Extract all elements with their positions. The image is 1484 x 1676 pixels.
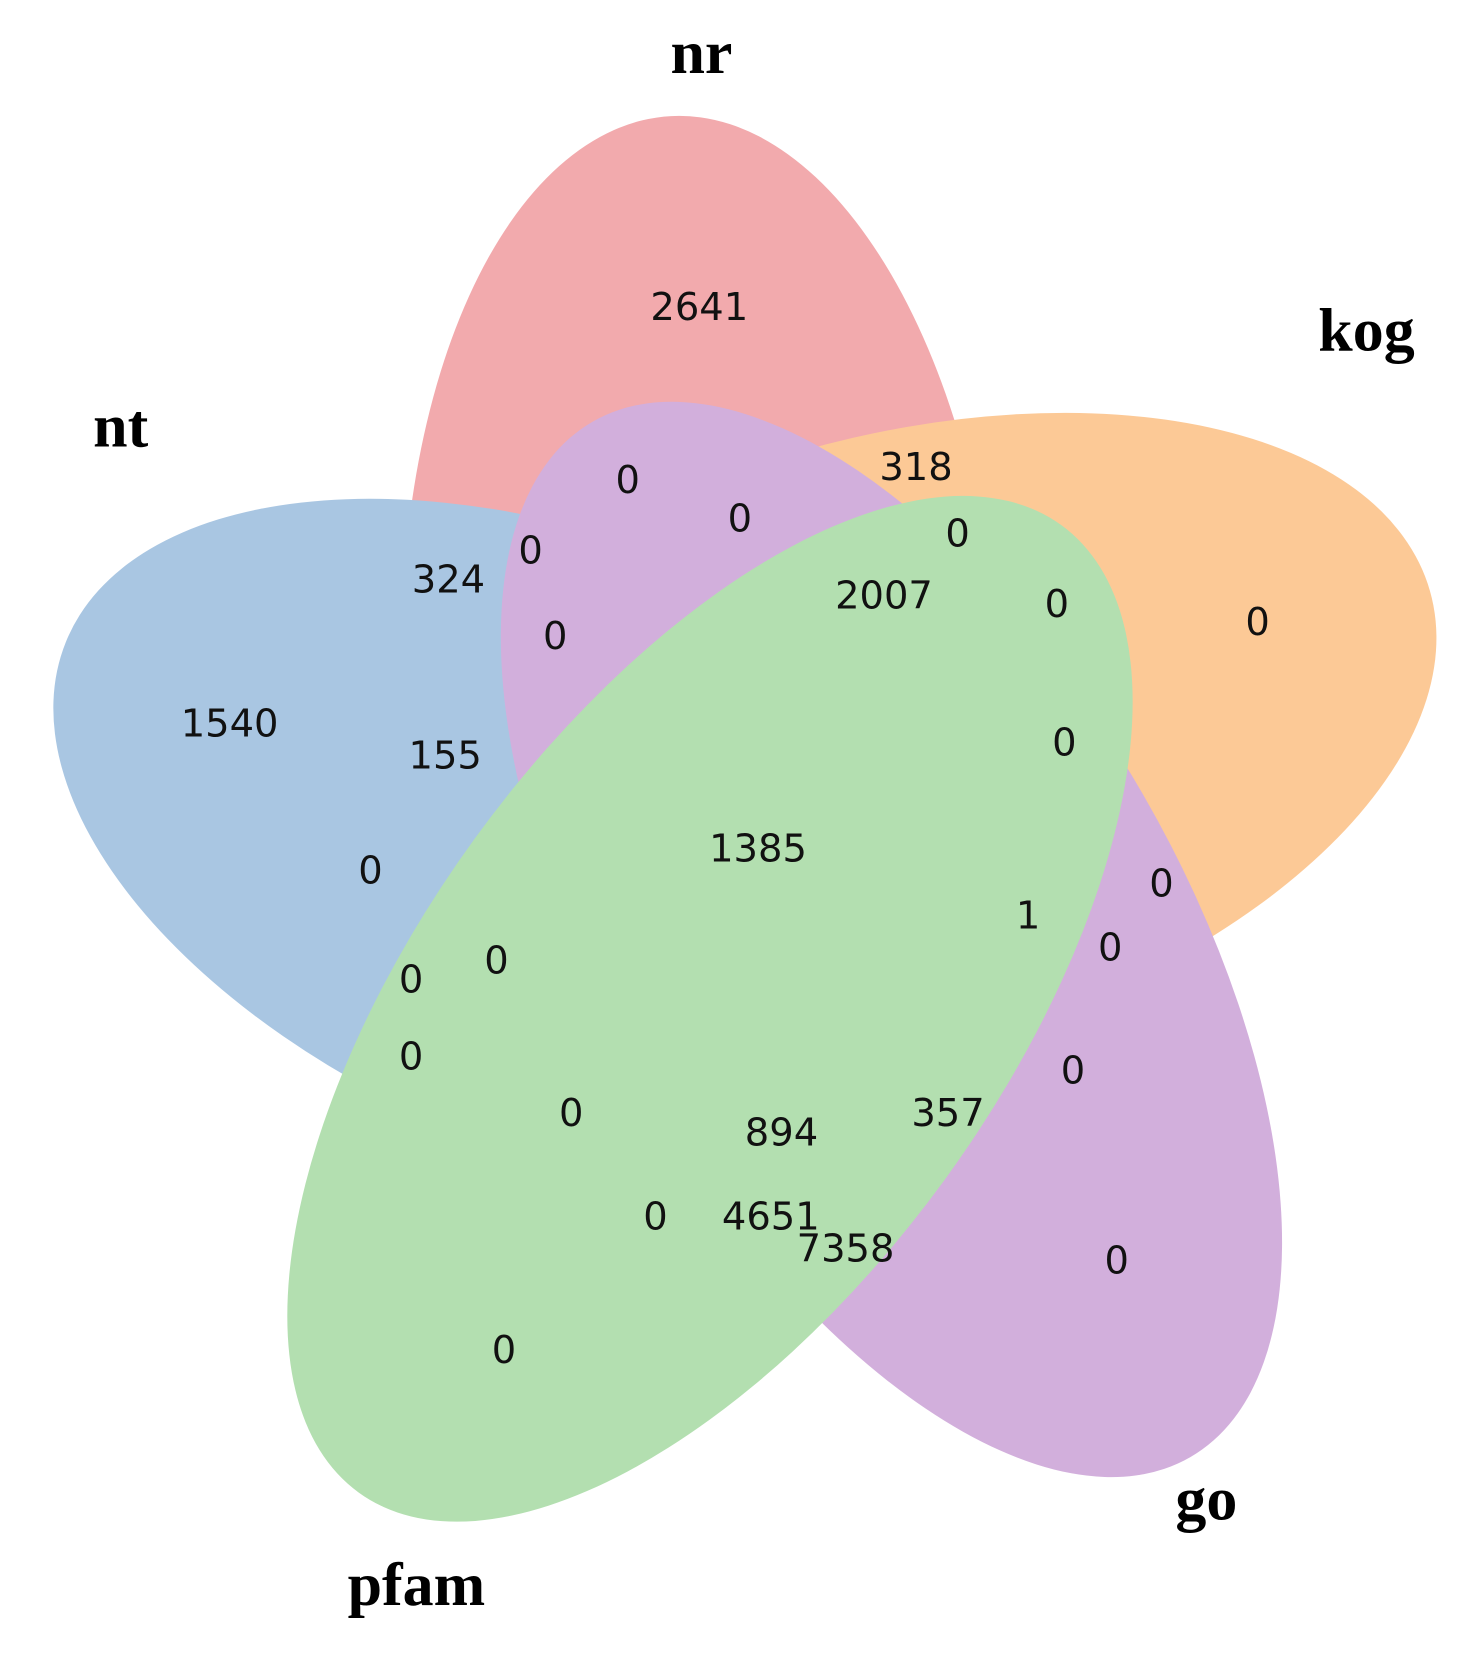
region-count: 1385 (709, 826, 807, 871)
region-count: 0 (492, 1328, 516, 1373)
region-count: 0 (399, 1034, 423, 1079)
region-count: 0 (1245, 600, 1269, 645)
region-count: 1540 (181, 701, 279, 746)
set-shapes (53, 115, 1437, 1522)
region-count: 0 (1061, 1048, 1085, 1093)
region-count: 0 (1052, 721, 1076, 766)
region-count: 0 (358, 849, 382, 894)
region-count: 324 (412, 557, 485, 602)
set-pfam (287, 495, 1133, 1522)
region-count: 4651 (722, 1195, 820, 1240)
set-label: nt (93, 393, 148, 461)
region-count: 0 (1149, 862, 1173, 907)
region-count: 894 (745, 1110, 818, 1155)
set-label: kog (1318, 296, 1414, 364)
region-count: 1 (1016, 894, 1040, 939)
region-count: 0 (945, 511, 969, 556)
region-count: 155 (409, 733, 482, 778)
set-label: go (1175, 1465, 1237, 1533)
region-count: 318 (879, 445, 952, 490)
region-count: 0 (543, 614, 567, 659)
region-count: 7358 (797, 1227, 895, 1272)
region-count: 0 (1045, 582, 1069, 627)
region-count: 0 (559, 1091, 583, 1136)
region-count: 2007 (835, 573, 933, 618)
region-count: 0 (518, 528, 542, 573)
region-count: 0 (643, 1195, 667, 1240)
set-label: pfam (348, 1551, 486, 1619)
region-count: 0 (484, 938, 508, 983)
region-count: 0 (728, 496, 752, 541)
set-label: nr (670, 19, 732, 87)
region-count: 0 (616, 458, 640, 503)
region-count: 2641 (650, 285, 748, 330)
region-count: 357 (911, 1091, 984, 1136)
region-count: 0 (1098, 926, 1122, 971)
region-count: 0 (1104, 1238, 1128, 1283)
region-count: 0 (399, 958, 423, 1003)
